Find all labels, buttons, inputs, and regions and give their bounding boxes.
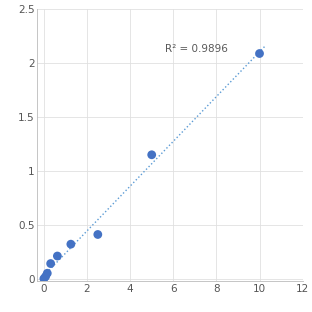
Point (55, 254, 60, 259)
Text: R² = 0.9896: R² = 0.9896 (165, 44, 227, 54)
Point (48, 261, 53, 266)
Point (149, 152, 154, 157)
Point (95, 232, 100, 237)
Point (41, 276, 46, 281)
Point (43, 274, 48, 279)
Point (68, 242, 73, 247)
Point (257, 51, 262, 56)
Point (45, 271, 50, 276)
